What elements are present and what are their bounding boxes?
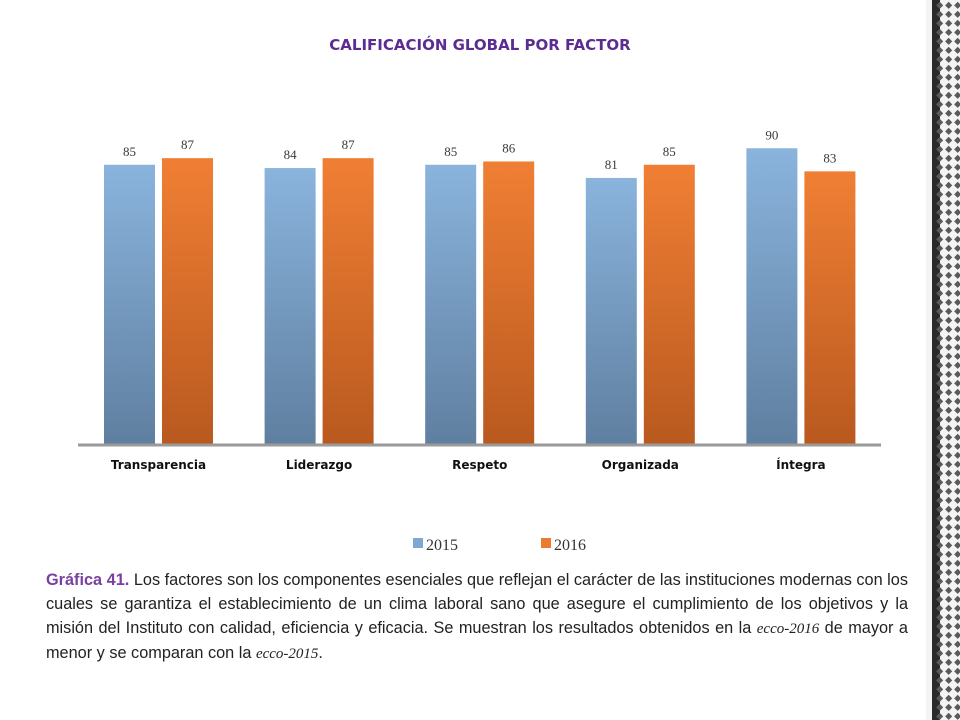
bar-2016-respeto bbox=[483, 161, 535, 445]
decorative-side-border bbox=[926, 0, 960, 720]
category-label: Liderazgo bbox=[286, 458, 352, 472]
data-label-2015-liderazgo: 84 bbox=[284, 147, 298, 162]
bar-2015-respeto bbox=[425, 164, 477, 445]
caption-label: Gráfica 41. bbox=[46, 571, 130, 589]
data-label-2015-respeto: 85 bbox=[444, 144, 457, 159]
bar-2016-liderazgo bbox=[322, 158, 374, 445]
chart-title: CALIFICACIÓN GLOBAL POR FACTOR bbox=[329, 35, 631, 54]
data-label-2015-íntegra: 90 bbox=[765, 127, 778, 142]
bar-2015-íntegra bbox=[746, 148, 798, 445]
caption-text-2: de mayor a menor y se comparan con la bbox=[46, 619, 908, 662]
legend-label-2015: 2015 bbox=[426, 537, 458, 554]
category-label: Íntegra bbox=[776, 457, 826, 472]
data-label-2016-íntegra: 83 bbox=[823, 150, 836, 165]
data-label-2016-respeto: 86 bbox=[502, 140, 516, 155]
caption-text-1: Los factores son los componentes esencia… bbox=[46, 571, 908, 637]
data-label-2015-organizada: 81 bbox=[605, 157, 618, 172]
bar-2015-liderazgo bbox=[264, 168, 316, 445]
bar-2016-íntegra bbox=[804, 171, 856, 445]
bar-2016-transparencia bbox=[162, 158, 213, 445]
legend: 2015 2016 bbox=[413, 537, 586, 554]
caption-text-3: . bbox=[318, 644, 323, 662]
legend-swatch-2015 bbox=[413, 538, 423, 548]
bar-2015-organizada bbox=[585, 177, 637, 445]
data-label-2016-liderazgo: 87 bbox=[342, 137, 356, 152]
caption-term-ecco-2015: ecco-2015 bbox=[255, 646, 319, 662]
legend-label-2016: 2016 bbox=[554, 537, 586, 554]
caption-term-ecco-2016: ecco-2016 bbox=[756, 621, 820, 637]
legend-swatch-2016 bbox=[541, 538, 551, 548]
data-label-2015-transparencia: 85 bbox=[123, 144, 136, 159]
bar-chart: CALIFICACIÓN GLOBAL POR FACTOR 85 87 84 87 8… bbox=[78, 35, 881, 554]
bar-2016-organizada bbox=[643, 164, 695, 445]
category-label: Transparencia bbox=[111, 458, 206, 472]
category-label: Organizada bbox=[602, 458, 679, 472]
category-label: Respeto bbox=[452, 458, 507, 472]
bar-2015-transparencia bbox=[104, 164, 155, 445]
figure-caption: Gráfica 41. Los factores son los compone… bbox=[46, 568, 908, 666]
data-label-2016-organizada: 85 bbox=[663, 144, 676, 159]
data-label-2016-transparencia: 87 bbox=[181, 137, 195, 152]
